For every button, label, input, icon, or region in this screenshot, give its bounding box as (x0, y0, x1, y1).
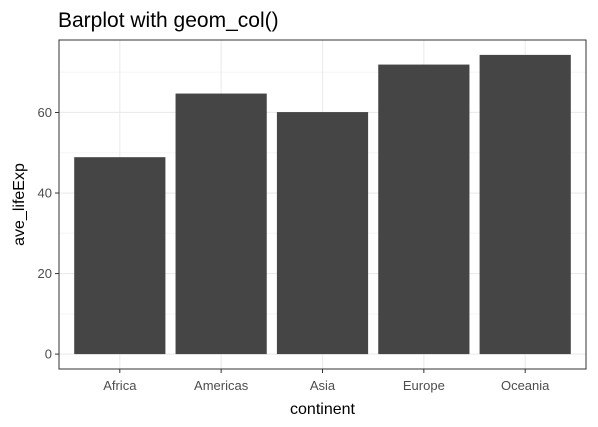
y-tick-label: 0 (45, 347, 52, 362)
bar-africa (74, 157, 166, 355)
x-tick-label: Americas (194, 378, 249, 393)
bar-oceania (479, 54, 571, 355)
y-tick-label: 40 (38, 186, 52, 201)
x-tick-label: Oceania (501, 378, 550, 393)
y-axis: 0 20 40 60 (38, 105, 59, 362)
x-axis-title: continent (290, 401, 355, 418)
bar-europe (378, 64, 470, 355)
bar-asia (276, 112, 369, 355)
x-tick-label: Asia (310, 378, 336, 393)
bar-americas (175, 93, 267, 355)
y-tick-label: 60 (38, 105, 52, 120)
chart-title: Barplot with geom_col() (58, 9, 279, 32)
plot-panel (58, 39, 587, 370)
x-tick-label: Africa (103, 378, 137, 393)
y-axis-title: ave_lifeExp (11, 163, 28, 246)
x-tick-label: Europe (403, 378, 445, 393)
y-tick-label: 20 (38, 266, 52, 281)
x-axis: Africa Americas Asia Europe Oceania (103, 369, 550, 393)
bar-series (74, 54, 571, 355)
